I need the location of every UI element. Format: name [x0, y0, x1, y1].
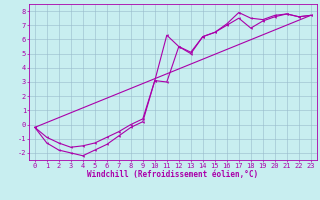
X-axis label: Windchill (Refroidissement éolien,°C): Windchill (Refroidissement éolien,°C): [87, 170, 258, 179]
